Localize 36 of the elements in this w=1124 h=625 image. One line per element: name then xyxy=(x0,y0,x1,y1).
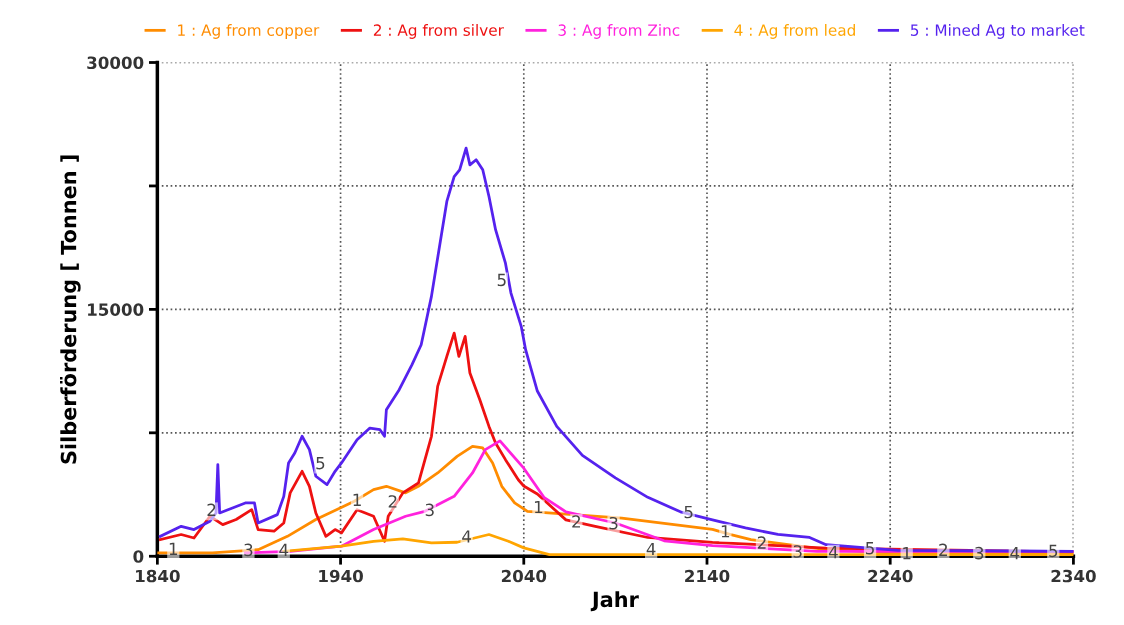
y-tick-label: 15000 xyxy=(88,303,144,316)
annotation: 1 xyxy=(903,547,911,560)
annotation: 1 xyxy=(721,525,730,538)
annotation: 5 xyxy=(866,542,874,555)
legend-label: 2 : Ag from silver xyxy=(373,24,504,39)
x-tick-label: 1940 xyxy=(319,569,363,583)
annotation: 3 xyxy=(425,503,434,517)
legend-label: 1 : Ag from copper xyxy=(178,24,320,39)
annotation: 3 xyxy=(793,545,802,558)
annotation: 1 xyxy=(353,493,361,506)
annotation: 5 xyxy=(1049,544,1058,558)
legend-label: 4 : Ag from lead xyxy=(734,24,855,39)
legend-label: 3 : Ag from Zinc xyxy=(558,24,680,39)
x-axis-title: Jahr xyxy=(590,591,639,612)
annotation: 1 xyxy=(534,500,543,514)
x-tick-label: 2240 xyxy=(868,569,913,583)
annotation: 4 xyxy=(462,530,471,543)
annotation: 2 xyxy=(757,536,766,549)
y-axis-title: Silberförderung [ Tonnen ] xyxy=(60,155,81,464)
legend-label: 5 : Mined Ag to market xyxy=(910,24,1085,39)
annotation: 4 xyxy=(828,546,838,559)
annotation: 5 xyxy=(497,273,506,287)
x-tick-label: 1840 xyxy=(136,569,180,583)
x-tick-label: 2140 xyxy=(685,569,730,583)
x-tick-label: 2040 xyxy=(501,569,547,583)
annotation: 5 xyxy=(684,505,693,519)
annotation: 1 xyxy=(169,542,178,555)
annotation: 2 xyxy=(388,495,397,508)
annotation: 5 xyxy=(316,457,325,470)
x-tick-label: 2340 xyxy=(1051,569,1096,583)
y-tick-label: 0 xyxy=(133,550,144,563)
annotation: 4 xyxy=(646,542,656,556)
annotation: 2 xyxy=(207,503,216,516)
annotation: 2 xyxy=(939,543,947,556)
y-tick-label: 30000 xyxy=(87,56,144,70)
annotation: 2 xyxy=(572,515,580,528)
